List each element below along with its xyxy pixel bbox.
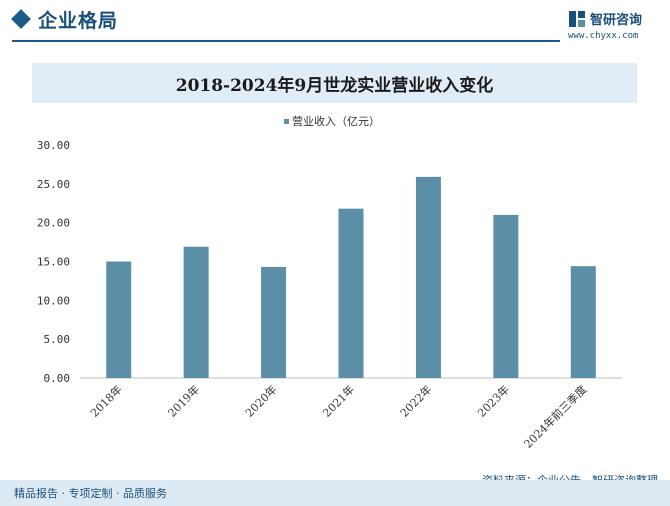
bar xyxy=(106,261,132,378)
x-tick-label: 2022年 xyxy=(397,382,434,419)
y-tick-label: 10.00 xyxy=(37,294,70,307)
x-tick-label: 2020年 xyxy=(242,382,279,419)
bar xyxy=(415,176,441,378)
legend-label: 营业收入（亿元） xyxy=(292,115,380,128)
y-tick-label: 20.00 xyxy=(37,217,70,230)
x-tick-label: 2019年 xyxy=(165,382,202,419)
chart-title-band: 2018-2024年9月世龙实业营业收入变化 xyxy=(32,63,637,103)
bar xyxy=(493,214,519,378)
y-tick-label: 30.00 xyxy=(37,139,70,152)
legend-swatch xyxy=(284,118,289,124)
x-tick-label: 2024年前三季度 xyxy=(521,382,590,451)
section-title: 企业格局 xyxy=(38,10,119,32)
y-tick-label: 25.00 xyxy=(37,178,70,191)
footer-tagline: 精品报告 · 专项定制 · 品质服务 xyxy=(14,487,167,500)
chart-title: 2018-2024年9月世龙实业营业收入变化 xyxy=(175,76,494,96)
footer-bar xyxy=(0,480,670,506)
page-header: 企业格局 智研咨询 www.chyxx.com xyxy=(0,0,670,44)
x-tick-label: 2023年 xyxy=(475,382,512,419)
chart-legend: 营业收入（亿元） xyxy=(284,114,380,128)
bar xyxy=(570,266,596,378)
x-tick-label: 2018年 xyxy=(87,382,124,419)
y-tick-label: 5.00 xyxy=(44,333,71,346)
bar xyxy=(183,246,209,378)
bar xyxy=(338,208,364,378)
x-tick-label: 2021年 xyxy=(320,382,357,419)
bar-chart: 0.00 5.00 10.00 15.00 20.00 25.00 30.00 2018年 20… xyxy=(37,139,622,451)
bar xyxy=(261,266,287,378)
y-tick-label: 0.00 xyxy=(44,372,71,385)
header-divider xyxy=(12,40,560,42)
logo-name: 智研咨询 xyxy=(590,13,643,28)
logo-url: www.chyxx.com xyxy=(568,31,639,41)
y-tick-label: 15.00 xyxy=(37,256,70,269)
logo-icon xyxy=(569,11,585,27)
